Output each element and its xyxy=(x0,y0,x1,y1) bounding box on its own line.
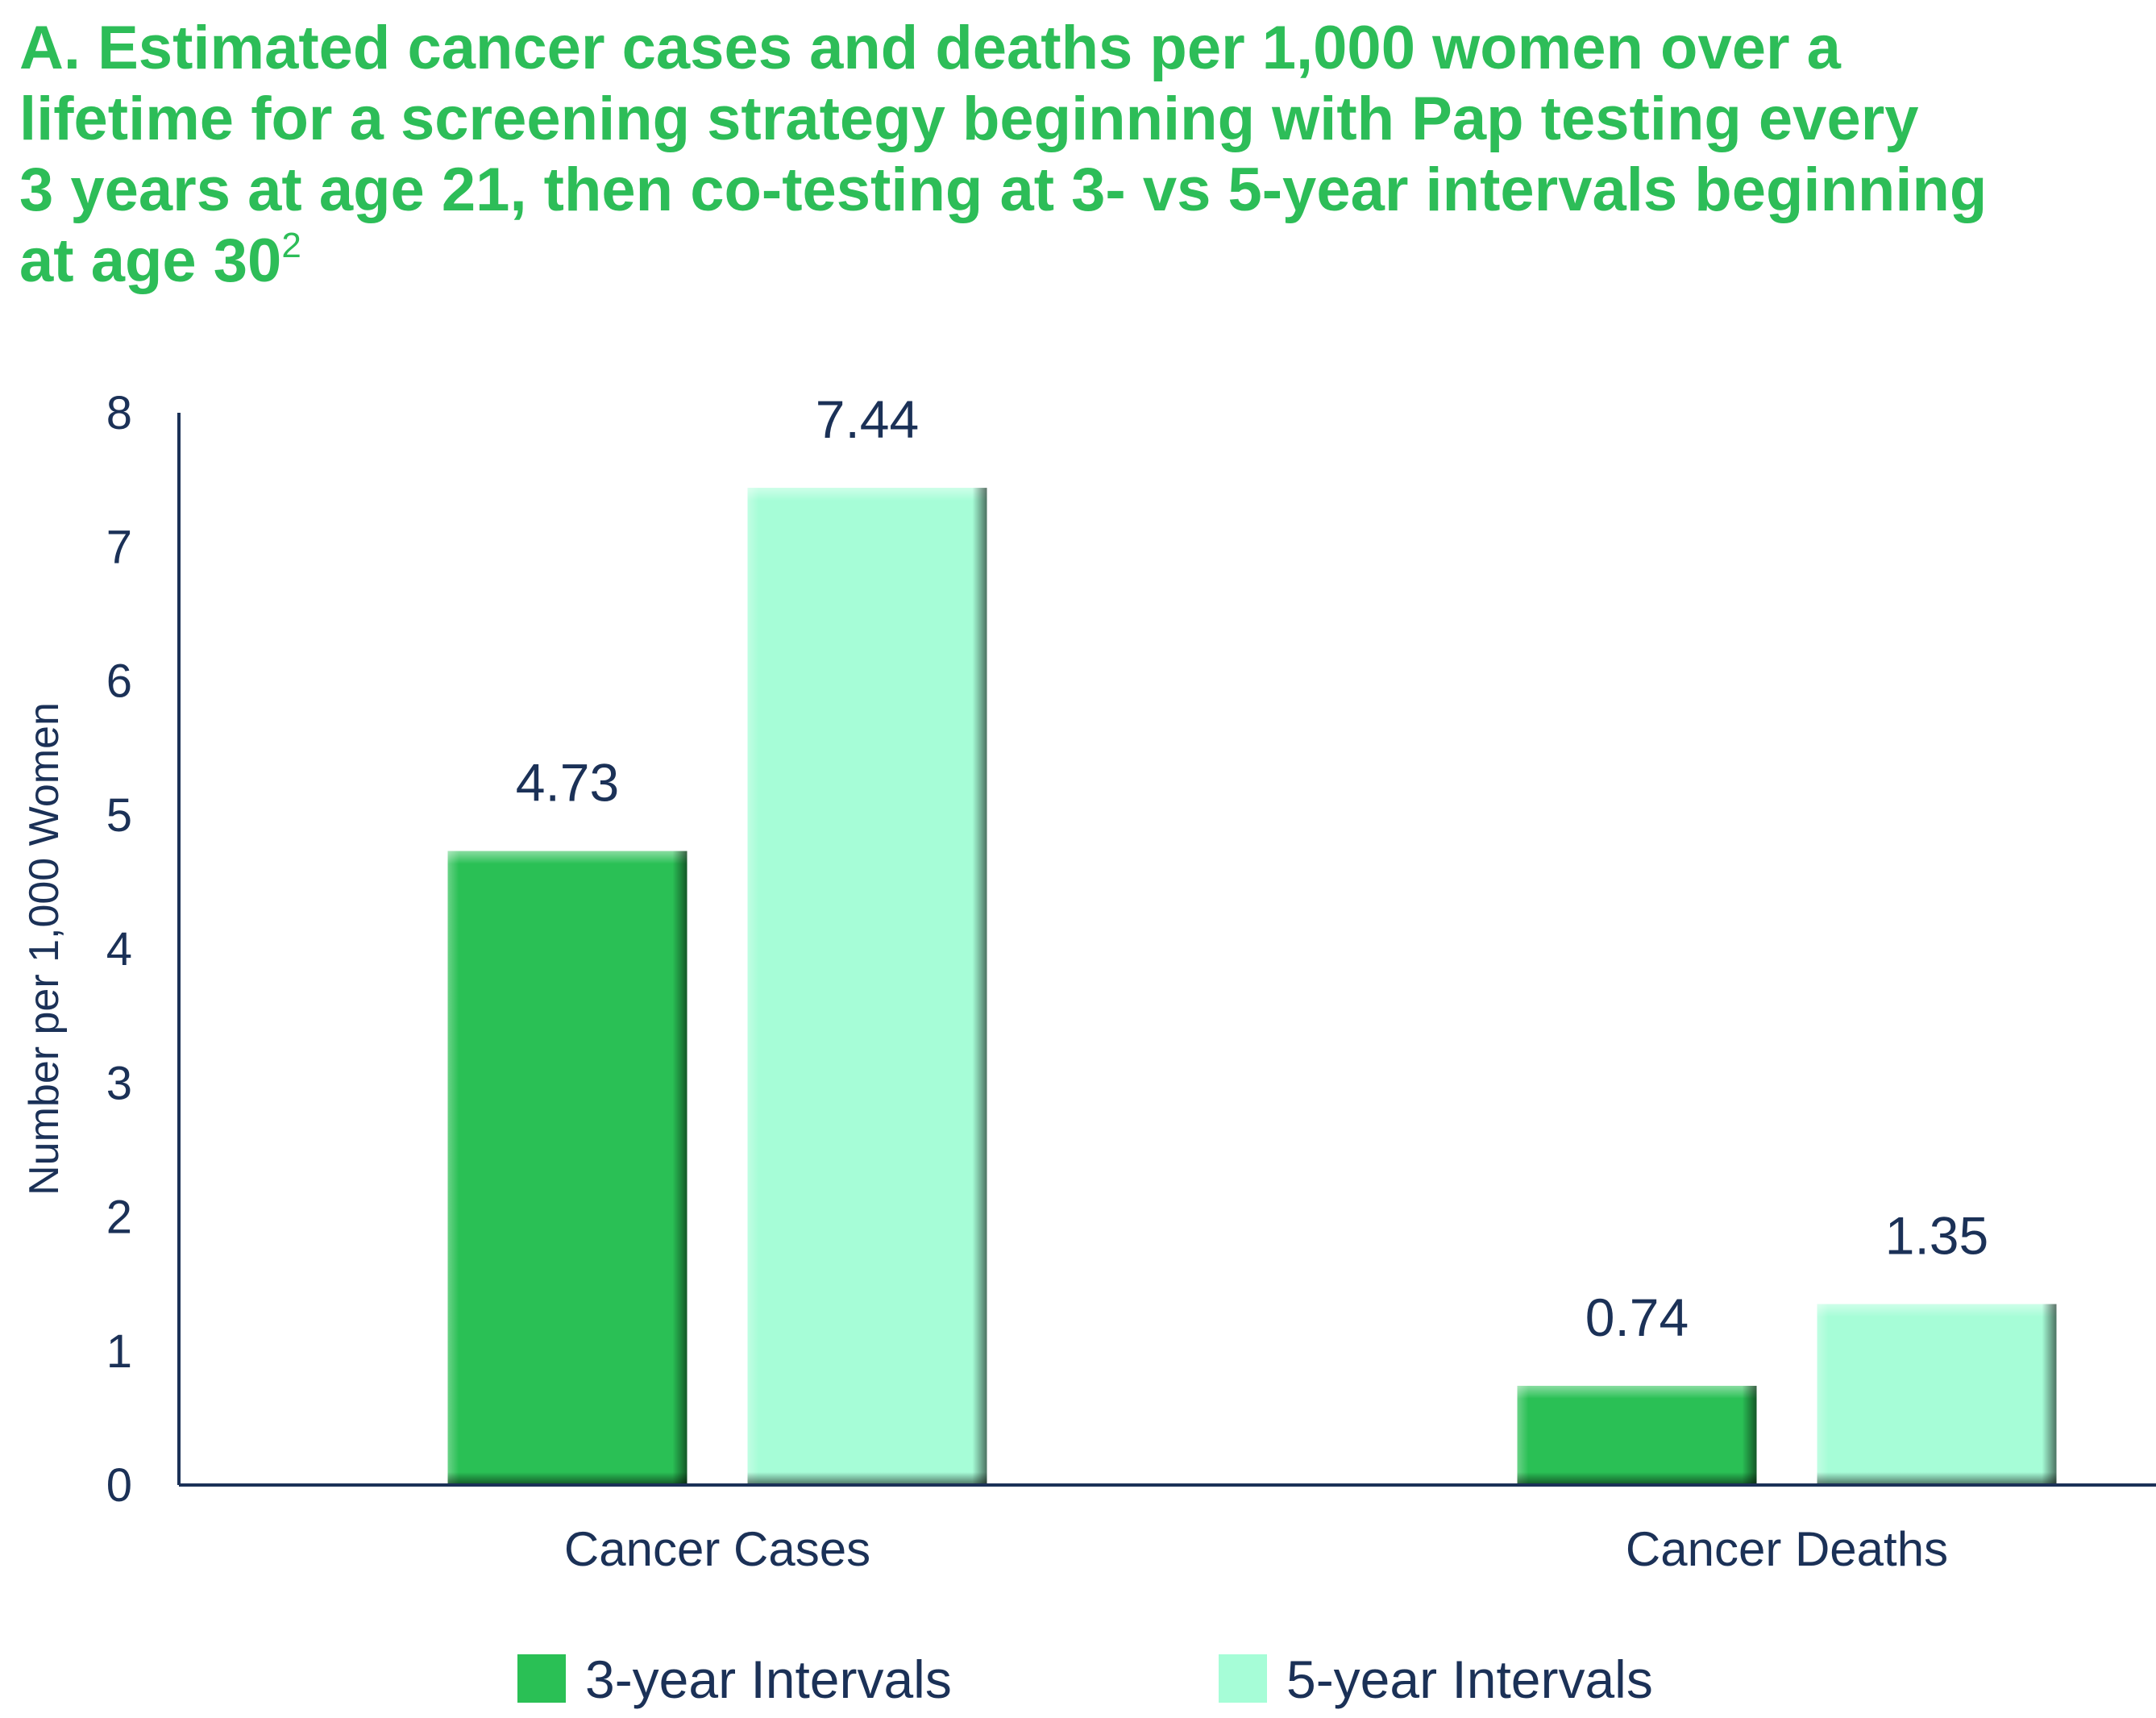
y-tick-label-8: 8 xyxy=(106,387,132,439)
bar-bottom-bevel xyxy=(1817,1472,2057,1485)
title-line-4-text: at age 30 xyxy=(19,227,282,295)
bar-bottom-bevel xyxy=(447,1472,688,1485)
category-label-deaths: Cancer Deaths xyxy=(1626,1522,1948,1576)
legend-label: 3-year Intervals xyxy=(585,1649,952,1709)
data-label-3yr-deaths: 0.74 xyxy=(1585,1287,1689,1347)
bar-right-bevel xyxy=(2042,1304,2057,1485)
bar-fill xyxy=(447,851,688,1485)
bar-bottom-bevel xyxy=(1517,1472,1757,1485)
legend-item-3yr: 3-year Intervals xyxy=(517,1649,952,1709)
legend: 3-year Intervals 5-year Intervals xyxy=(517,1649,1653,1709)
y-tick-label-5: 5 xyxy=(106,789,132,842)
category-labels: Cancer Cases Cancer Deaths xyxy=(564,1522,1948,1576)
title-line-4: at age 302 xyxy=(19,226,2131,297)
bar-fill xyxy=(1817,1304,2057,1485)
legend-swatch xyxy=(1219,1654,1267,1703)
legend-swatch xyxy=(517,1654,566,1703)
legend-label: 5-year Intervals xyxy=(1286,1649,1653,1709)
bar-3yr-cases xyxy=(447,851,688,1485)
bar-right-bevel xyxy=(1742,1385,1757,1485)
chart-title: A. Estimated cancer cases and deaths per… xyxy=(19,13,2131,297)
bar-left-bevel xyxy=(1517,1385,1529,1485)
bar-left-bevel xyxy=(747,488,759,1485)
bar-left-bevel xyxy=(447,851,459,1485)
title-line-2: lifetime for a screening strategy beginn… xyxy=(19,85,1919,153)
bar-right-bevel xyxy=(672,851,688,1485)
bar-top-bevel xyxy=(747,488,987,501)
bar-top-bevel xyxy=(447,851,688,864)
y-tick-labels: 0 1 2 3 4 5 6 7 8 xyxy=(106,387,132,1512)
y-tick-label-4: 4 xyxy=(106,923,132,975)
data-label-5yr-deaths: 1.35 xyxy=(1885,1206,1988,1266)
bar-top-bevel xyxy=(1817,1304,2057,1317)
category-label-cases: Cancer Cases xyxy=(564,1522,870,1576)
bar-fill xyxy=(1517,1385,1757,1485)
title-line-1: A. Estimated cancer cases and deaths per… xyxy=(19,14,1841,82)
bar-3yr-deaths xyxy=(1517,1385,1757,1485)
y-tick-label-2: 2 xyxy=(106,1192,132,1244)
axes-layer xyxy=(177,413,2156,1487)
bar-top-bevel xyxy=(1517,1385,1757,1399)
bar-5yr-cases xyxy=(747,488,987,1485)
y-tick-label-0: 0 xyxy=(106,1459,132,1512)
bars-layer xyxy=(447,488,2057,1485)
title-footnote-ref: 2 xyxy=(281,226,301,265)
data-label-3yr-cases: 4.73 xyxy=(516,753,619,813)
legend-item-5yr: 5-year Intervals xyxy=(1219,1649,1653,1709)
bar-bottom-bevel xyxy=(747,1472,987,1485)
data-labels: 4.73 7.44 0.74 1.35 xyxy=(516,389,1988,1347)
y-tick-label-3: 3 xyxy=(106,1057,132,1109)
bar-right-bevel xyxy=(972,488,987,1485)
y-axis-title: Number per 1,000 Women xyxy=(21,702,68,1196)
data-label-5yr-cases: 7.44 xyxy=(816,389,919,449)
y-tick-label-6: 6 xyxy=(106,655,132,708)
bar-5yr-deaths xyxy=(1817,1304,2057,1485)
title-line-3: 3 years at age 21, then co-testing at 3-… xyxy=(19,156,1988,224)
y-tick-label-1: 1 xyxy=(106,1325,132,1378)
bar-left-bevel xyxy=(1817,1304,1829,1485)
bar-fill xyxy=(747,488,987,1485)
y-tick-label-7: 7 xyxy=(106,521,132,573)
